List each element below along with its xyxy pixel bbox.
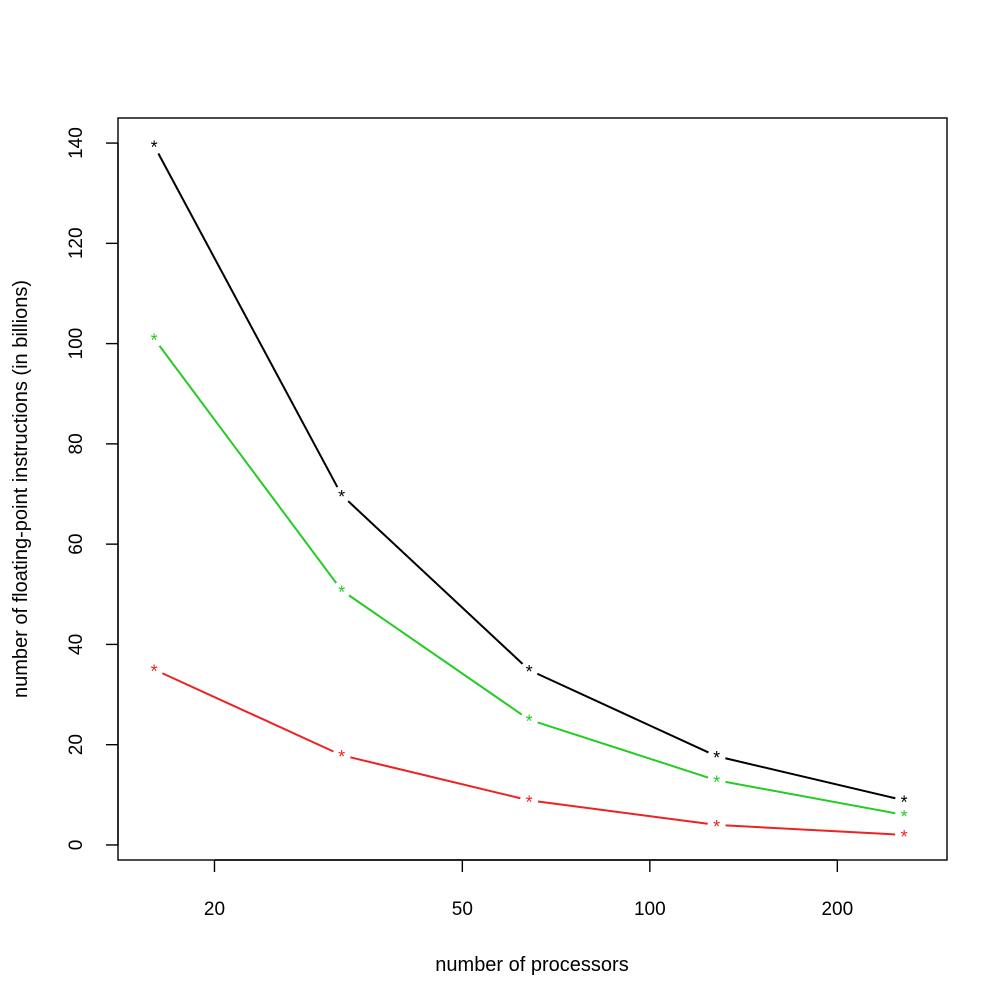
y-tick-label: 140 — [66, 127, 87, 159]
series-line-segment — [347, 500, 524, 665]
series-line-segment — [350, 756, 521, 800]
series-layer: *************** — [151, 138, 908, 847]
series-line-segment — [158, 345, 338, 584]
series-line-segment — [537, 721, 709, 779]
series-line-segment — [161, 672, 334, 753]
data-point-marker: * — [526, 792, 533, 812]
data-point-marker: * — [338, 582, 345, 602]
series-line-segment — [725, 780, 896, 815]
y-tick-label: 120 — [66, 227, 87, 259]
series-line-segment — [725, 757, 896, 800]
y-axis: 0 20 40 60 80 100 120 140 — [66, 127, 119, 851]
x-tick-label: 50 — [452, 899, 473, 920]
data-point-marker: * — [338, 487, 345, 507]
x-tick-label: 20 — [204, 899, 225, 920]
x-tick-label: 100 — [634, 899, 666, 920]
y-tick-label: 40 — [66, 634, 87, 655]
y-tick-label: 100 — [66, 328, 87, 360]
y-tick-label: 20 — [66, 734, 87, 755]
series-line-segment — [536, 672, 709, 754]
y-tick-label: 80 — [66, 433, 87, 454]
y-axis-title: number of floating-point instructions (i… — [10, 280, 32, 698]
data-point-marker: * — [901, 807, 908, 827]
data-point-marker: * — [151, 138, 158, 158]
data-point-marker: * — [526, 662, 533, 682]
series-line-segment — [157, 153, 339, 488]
series-line-segment — [348, 594, 523, 716]
series-0: * * * * * — [151, 138, 908, 813]
y-tick-label: 60 — [66, 534, 87, 555]
x-axis-title: number of processors — [435, 954, 628, 976]
data-point-marker: * — [526, 712, 533, 732]
y-tick-label: 0 — [66, 840, 87, 851]
series-line-segment — [537, 800, 708, 825]
x-axis: 20 50 100 200 — [204, 859, 853, 920]
data-point-marker: * — [901, 827, 908, 847]
plot-box — [117, 117, 948, 861]
series-line-segment — [725, 824, 896, 836]
x-tick-label: 200 — [821, 899, 853, 920]
data-point-marker: * — [151, 331, 158, 351]
data-point-marker: * — [901, 792, 908, 812]
data-point-marker: * — [713, 817, 720, 837]
data-point-marker: * — [713, 772, 720, 792]
data-point-marker: * — [338, 747, 345, 767]
series-2: ***** — [151, 661, 908, 846]
data-point-marker: * — [713, 748, 720, 768]
data-point-marker: * — [151, 661, 158, 681]
series-1: ***** — [151, 331, 908, 827]
